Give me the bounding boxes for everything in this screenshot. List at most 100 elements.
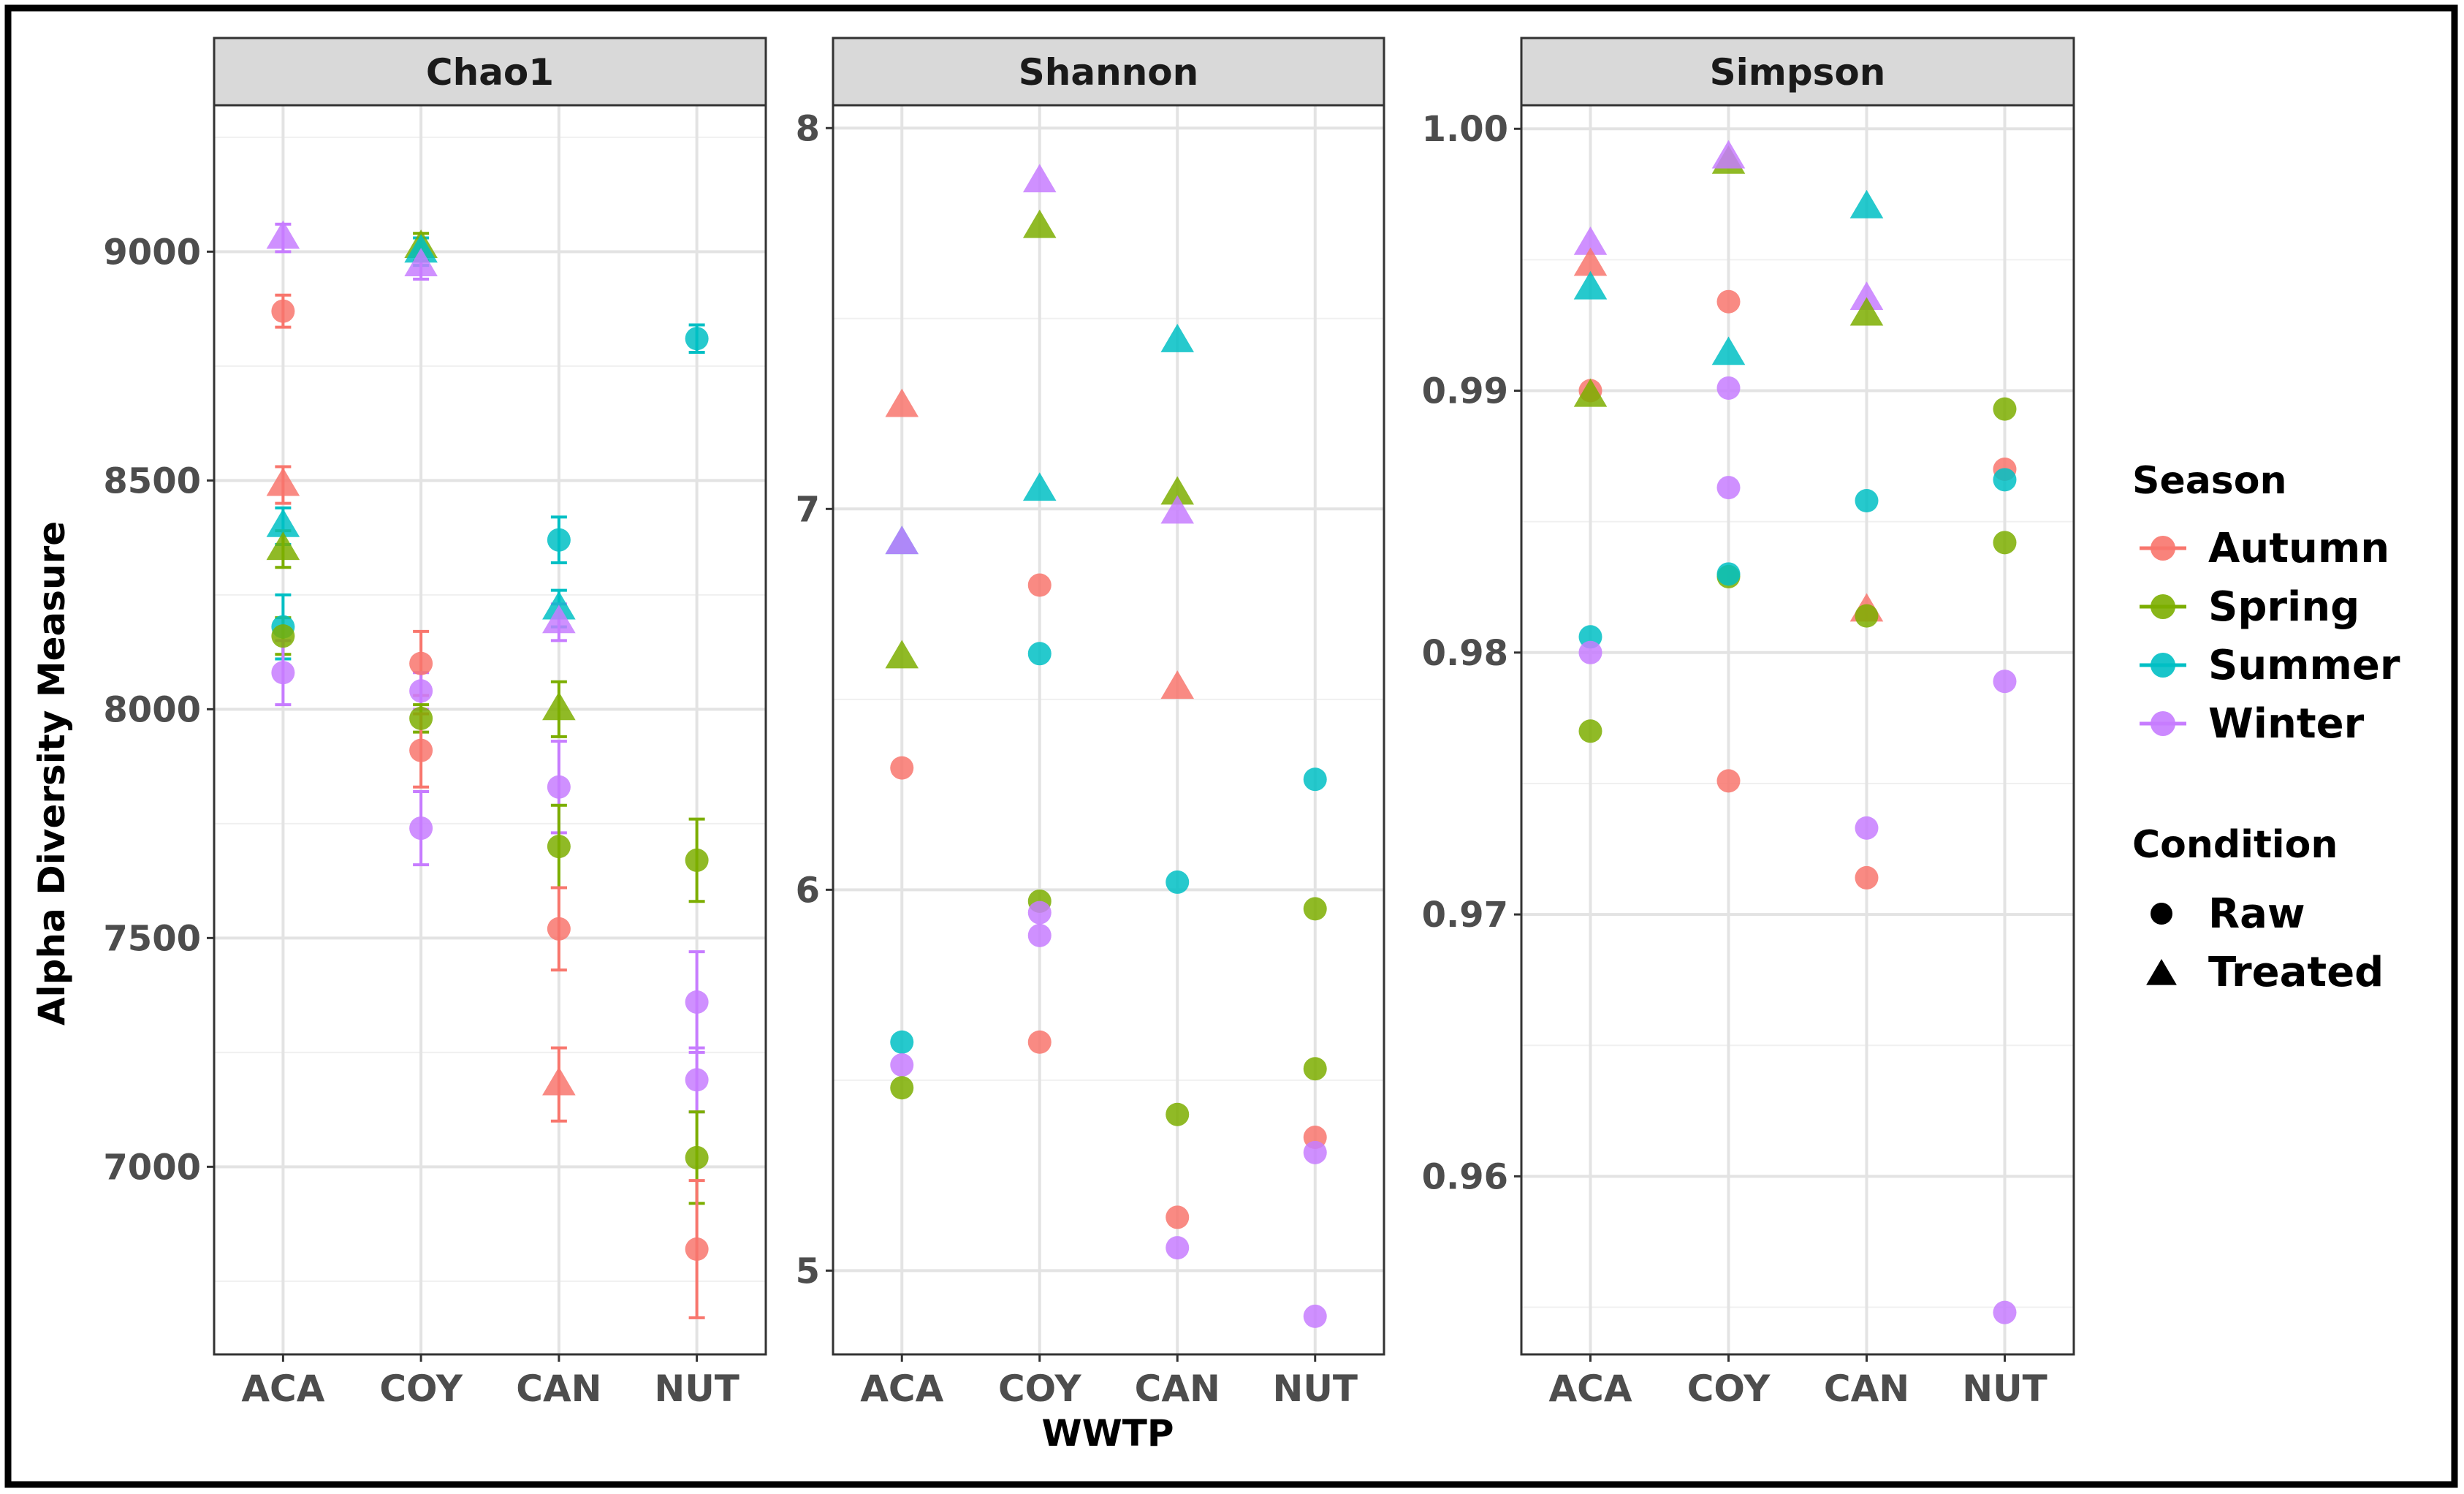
data-point-treated-winter [1711,140,1746,169]
data-point-raw-summer [1855,489,1879,513]
y-tick-label: 7000 [103,1147,201,1188]
data-point-raw-spring [547,835,571,859]
data-point-raw-summer [1993,468,2017,492]
data-point-treated-autumn [1160,670,1195,699]
x-tick-label: ACA [1548,1368,1632,1410]
y-tick-label: 0.96 [1422,1156,1508,1197]
legend-key-summer [2151,653,2175,678]
data-point-raw-autumn [890,756,914,780]
data-point-raw-autumn [1855,865,1879,890]
legend: Season Autumn Spring Summer Winter Conditio… [2132,459,2400,996]
data-point-raw-autumn [271,299,295,323]
x-tick-label: NUT [654,1368,739,1410]
y-tick-label: 8 [796,108,820,149]
y-axis-title: Alpha Diversity Measure [31,521,73,1025]
data-point-raw-spring [1993,531,2017,555]
data-point-treated-spring [1573,378,1608,407]
legend-condition-items: Raw Treated [2146,890,2384,996]
data-point-raw-summer [1716,562,1741,586]
data-point-raw-autumn [685,1237,709,1262]
data-point-raw-winter [1303,1304,1327,1328]
y-tick-label: 7500 [103,918,201,959]
legend-season-title: Season [2132,459,2287,503]
panel-background [1521,105,2074,1354]
x-tick-label: CAN [516,1368,601,1410]
x-tick-label: ACA [860,1368,943,1410]
data-point-raw-winter [1027,923,1052,947]
data-point-raw-winter [547,775,571,799]
data-point-treated-winter [1160,495,1195,524]
data-point-treated-winter [885,526,919,555]
x-tick-label: CAN [1135,1368,1220,1410]
data-point-treated-summer [266,508,300,537]
facet-title: Shannon [1019,51,1198,94]
data-point-raw-spring [1855,604,1879,628]
data-point-raw-spring [1166,1102,1190,1126]
data-point-raw-spring [409,706,433,730]
data-point-treated-autumn [1573,247,1608,276]
y-tick-label: 8000 [103,689,201,730]
legend-label-treated: Treated [2208,949,2384,996]
x-axis-title: WWTP [1041,1412,1174,1455]
data-point-raw-winter [1166,1236,1190,1260]
data-point-raw-winter [1716,476,1741,500]
legend-key-autumn [2151,536,2175,561]
data-point-raw-summer [547,528,571,552]
data-point-treated-autumn [266,467,300,496]
panel-chao1: Chao1 7000 7500 8000 8500 9000 ACA COY CAN NUT [103,37,767,1410]
data-point-raw-winter [1303,1140,1327,1164]
data-point-raw-autumn [547,917,571,941]
panel-background [214,105,766,1354]
panel-border [1520,104,2075,1356]
data-point-raw-winter [409,679,433,703]
data-point-treated-winter [266,220,300,249]
panel-border [832,104,1385,1356]
y-tick-label: 0.98 [1422,633,1508,674]
data-point-raw-winter [1993,670,2017,694]
data-point-treated-spring [1160,476,1195,505]
facet-strip [213,37,767,107]
x-tick-label: CAN [1824,1368,1909,1410]
x-tick-label: NUT [1272,1368,1358,1410]
data-point-raw-summer [1303,767,1327,792]
facet-title: Chao1 [426,51,554,94]
data-point-raw-autumn [1716,769,1741,793]
panel-simpson: Simpson 0.96 0.97 0.98 0.99 1.00 ACA COY CAN NUT [1422,37,2075,1410]
legend-condition-title: Condition [2132,823,2338,867]
data-point-raw-autumn [409,738,433,762]
y-tick-label: 7 [796,489,820,530]
data-point-raw-winter [1855,816,1879,840]
data-point-raw-winter [685,990,709,1014]
panel-border [213,104,767,1356]
data-point-raw-spring [890,1076,914,1100]
legend-label-autumn: Autumn [2208,525,2389,572]
x-tick-label: ACA [241,1368,324,1410]
data-point-raw-spring [271,624,295,648]
data-point-raw-spring [685,848,709,872]
data-point-raw-winter [1993,1300,2017,1324]
facet-title: Simpson [1710,51,1886,94]
data-point-raw-winter [1716,376,1741,400]
data-point-raw-winter [271,661,295,685]
data-point-raw-autumn [409,651,433,675]
legend-key-winter [2151,711,2175,736]
data-point-raw-spring [1303,1057,1327,1081]
legend-label-spring: Spring [2208,583,2360,631]
panel-background [833,105,1384,1354]
data-point-raw-summer [1027,642,1052,666]
data-point-treated-spring [1022,209,1057,238]
y-tick-label: 0.97 [1422,895,1508,936]
data-point-treated-autumn [885,388,919,417]
legend-label-summer: Summer [2208,642,2400,689]
data-point-treated-spring [1849,297,1884,326]
data-point-treated-summer [1022,472,1057,501]
data-point-treated-summer [1160,324,1195,352]
y-tick-label: 8500 [103,460,201,501]
data-point-treated-winter [1849,281,1884,311]
data-point-treated-winter [1573,226,1608,255]
data-point-treated-summer [1573,270,1608,300]
data-point-raw-summer [890,1030,914,1054]
data-point-raw-spring [1578,719,1602,743]
data-point-raw-autumn [1027,1030,1052,1054]
